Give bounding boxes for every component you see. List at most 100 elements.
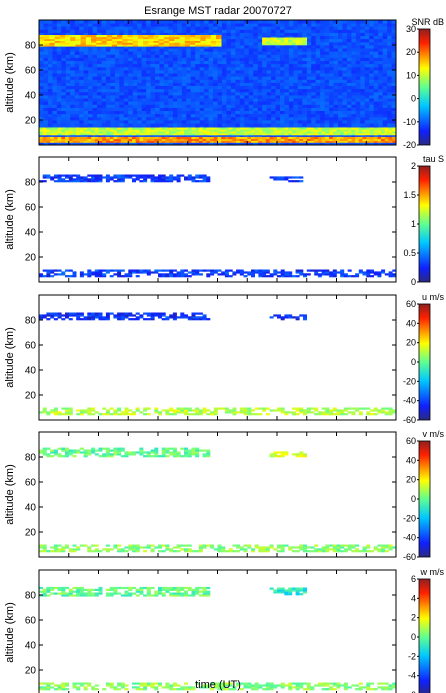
- background-cell: [266, 113, 272, 118]
- background-cell: [114, 88, 120, 93]
- background-cell: [163, 45, 169, 49]
- background-cell: [266, 51, 272, 55]
- background-cell: [284, 88, 290, 93]
- data-cell: [343, 133, 348, 136]
- background-cell: [333, 91, 339, 96]
- data-cell: [221, 407, 226, 410]
- background-cell: [155, 70, 160, 74]
- background-cell: [88, 60, 93, 65]
- background-cell: [355, 95, 361, 99]
- background-cell: [329, 51, 334, 55]
- background-cell: [217, 79, 223, 83]
- data-cell: [163, 40, 170, 43]
- data-cell: [269, 136, 274, 140]
- background-cell: [257, 29, 263, 33]
- data-cell: [210, 40, 217, 43]
- data-cell: [102, 316, 107, 319]
- data-cell: [172, 411, 177, 414]
- background-cell: [163, 29, 169, 33]
- background-cell: [360, 45, 366, 49]
- background-cell: [83, 66, 89, 71]
- background-cell: [302, 32, 308, 36]
- data-cell: [243, 133, 248, 136]
- background-cell: [262, 120, 267, 124]
- background-cell: [360, 76, 366, 80]
- data-cell: [46, 318, 51, 321]
- data-cell: [265, 275, 270, 278]
- background-cell: [61, 57, 67, 61]
- background-cell: [387, 57, 392, 61]
- data-cell: [94, 411, 99, 414]
- data-cell: [176, 411, 181, 414]
- background-cell: [159, 32, 165, 36]
- background-cell: [92, 26, 98, 30]
- data-cell: [288, 316, 293, 319]
- background-cell: [271, 116, 276, 121]
- background-cell: [280, 79, 285, 83]
- data-cell: [392, 138, 397, 141]
- background-cell: [137, 23, 143, 27]
- background-cell: [315, 66, 321, 71]
- background-cell: [378, 29, 384, 33]
- background-cell: [101, 23, 107, 27]
- background-cell: [387, 73, 392, 77]
- background-cell: [284, 70, 290, 74]
- background-cell: [39, 26, 44, 30]
- background-cell: [177, 73, 183, 77]
- data-cell: [124, 314, 129, 317]
- background-cell: [230, 48, 236, 52]
- background-cell: [244, 66, 250, 71]
- data-cell: [120, 140, 125, 143]
- background-cell: [253, 57, 259, 61]
- background-cell: [351, 70, 357, 74]
- background-cell: [208, 20, 214, 24]
- background-cell: [74, 88, 80, 93]
- background-cell: [248, 95, 254, 99]
- background-cell: [70, 123, 76, 127]
- data-cell: [154, 314, 159, 317]
- data-cell: [351, 275, 356, 278]
- background-cell: [360, 29, 366, 33]
- data-cell: [202, 407, 207, 410]
- data-cell: [98, 275, 103, 278]
- data-cell: [198, 176, 203, 179]
- background-cell: [324, 82, 330, 86]
- data-cell: [191, 136, 196, 140]
- background-cell: [172, 91, 178, 96]
- background-cell: [284, 107, 290, 111]
- data-cell: [42, 316, 47, 319]
- data-cell: [262, 273, 267, 276]
- data-cell: [262, 129, 267, 132]
- data-cell: [105, 131, 110, 134]
- data-cell: [135, 178, 140, 181]
- background-cell: [213, 54, 218, 58]
- data-cell: [153, 36, 159, 40]
- data-cell: [139, 176, 144, 179]
- data-cell: [299, 180, 304, 183]
- data-cell: [94, 269, 99, 272]
- data-cell: [206, 133, 211, 136]
- data-cell: [161, 138, 166, 141]
- data-cell: [295, 316, 300, 319]
- background-cell: [329, 45, 334, 49]
- data-cell: [277, 407, 281, 410]
- data-cell: [321, 131, 326, 134]
- background-cell: [204, 76, 209, 80]
- data-cell: [68, 140, 73, 143]
- background-cell: [150, 123, 156, 127]
- background-cell: [222, 98, 227, 102]
- background-cell: [338, 110, 343, 115]
- data-cell: [102, 269, 107, 272]
- background-cell: [56, 113, 62, 118]
- background-cell: [382, 91, 388, 96]
- background-cell: [235, 60, 241, 65]
- background-cell: [387, 51, 392, 55]
- background-cell: [172, 23, 178, 27]
- background-cell: [329, 57, 334, 61]
- data-cell: [42, 176, 47, 179]
- background-cell: [114, 26, 120, 30]
- background-cell: [213, 85, 218, 90]
- background-cell: [275, 95, 281, 99]
- data-cell: [169, 174, 174, 177]
- background-cell: [280, 104, 285, 108]
